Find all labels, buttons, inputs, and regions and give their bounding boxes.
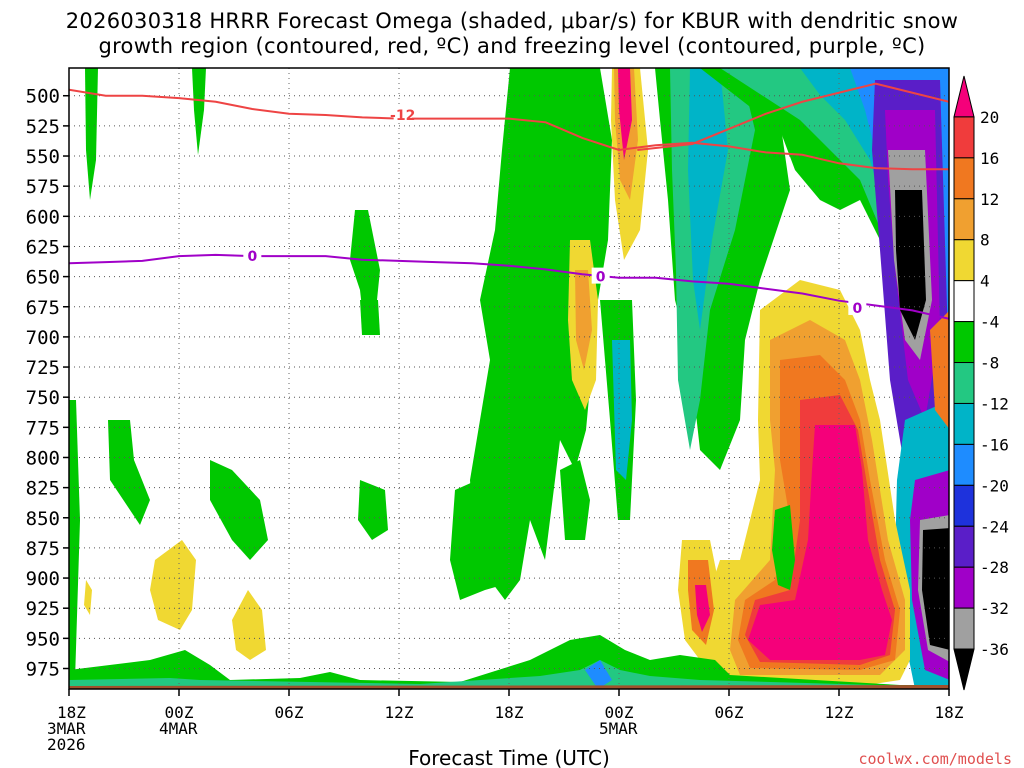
omega-shading (69, 68, 949, 689)
y-tick-label: 800 (26, 447, 60, 469)
y-tick-label: 700 (26, 327, 60, 349)
y-tick-label: 850 (26, 508, 60, 530)
colorbar-segment (953, 443, 975, 486)
colorbar-segment (953, 484, 975, 527)
colorbar-segment (953, 116, 975, 159)
freezing-contour-label-3: 0 (852, 301, 862, 317)
y-tick-label: 900 (26, 568, 60, 590)
x-tick-label: 2026 (47, 735, 86, 754)
dendritic-contour-label-bg (393, 106, 412, 123)
dendritic-contour-label: -12 (390, 108, 415, 124)
colorbar-segment (953, 607, 975, 650)
y-tick-label: 650 (26, 267, 60, 289)
chart-title-line1: 2026030318 HRRR Forecast Omega (shaded, … (65, 9, 959, 33)
x-tick-label: 18Z (935, 703, 964, 722)
y-tick-label: 550 (26, 146, 60, 168)
colorbar-label: 16 (980, 149, 999, 168)
colorbar-segment (953, 525, 975, 568)
colorbar-segment (953, 362, 975, 404)
y-tick-label: 775 (26, 417, 60, 439)
freezing-contour-label-1: 0 (247, 249, 257, 265)
x-tick-label: 5MAR (599, 719, 638, 738)
colorbar-segment (953, 239, 975, 282)
y-tick-label: 500 (26, 86, 60, 108)
colorbar-label: -20 (980, 476, 1009, 495)
y-tick-label: 600 (26, 206, 60, 228)
freezing-contour-label-2: 0 (596, 270, 606, 286)
x-tick-label: 18Z (495, 703, 524, 722)
chart-title-line2: growth region (contoured, red, ºC) and f… (98, 34, 926, 58)
freezing-contour-label-2-bg (591, 267, 610, 284)
freezing-level-contour-line (69, 253, 949, 320)
y-tick-label: 725 (26, 357, 60, 379)
colorbar-segment (953, 157, 975, 200)
colorbar-legend: 20 16 12 8 4 -4 -8 -12 -16 -20 -24 -28 -32 -36 (953, 75, 1009, 691)
gridlines (69, 68, 949, 689)
y-tick-label: 675 (26, 297, 60, 319)
x-tick-label: 00Z (165, 703, 194, 722)
x-tick-label: 06Z (275, 703, 304, 722)
y-axis: 500 525 550 575 600 625 650 675 700 725 750 775 800 8… (26, 86, 69, 681)
colorbar-label: -4 (980, 313, 999, 332)
x-tick-label: 06Z (715, 703, 744, 722)
credit-text: coolwx.com/models (858, 750, 1012, 768)
y-tick-label: 925 (26, 598, 60, 620)
freezing-contour-label-3-bg (848, 298, 867, 315)
colorbar-label: 20 (980, 108, 999, 127)
colorbar-segment (953, 75, 975, 118)
colorbar-segment (953, 280, 975, 323)
colorbar-segment (953, 566, 975, 609)
colorbar-label: -36 (980, 640, 1009, 659)
colorbar-segment (953, 198, 975, 241)
y-tick-label: 575 (26, 176, 60, 198)
colorbar-label: 4 (980, 272, 990, 291)
x-axis-title: Forecast Time (UTC) (408, 746, 610, 768)
colorbar-segment (953, 402, 975, 445)
x-tick-label: 18Z (57, 703, 86, 722)
colorbar-label: -28 (980, 558, 1009, 577)
y-tick-label: 625 (26, 236, 60, 258)
x-tick-label: 3MAR (47, 719, 86, 738)
y-tick-label: 750 (26, 387, 60, 409)
colorbar-label: 8 (980, 231, 990, 250)
colorbar-segment (953, 321, 975, 364)
y-tick-label: 525 (26, 116, 60, 138)
colorbar-label: -8 (980, 354, 999, 373)
x-tick-label: 12Z (385, 703, 414, 722)
dendritic-contour-line (69, 88, 949, 171)
x-tick-label: 12Z (825, 703, 854, 722)
y-tick-label: 875 (26, 538, 60, 560)
colorbar-label: -24 (980, 517, 1009, 536)
colorbar-label: 12 (980, 190, 999, 209)
colorbar-label: -12 (980, 394, 1009, 413)
x-tick-label: 4MAR (159, 719, 198, 738)
y-tick-label: 825 (26, 478, 60, 500)
y-tick-label: 950 (26, 628, 60, 650)
dendritic-contour-line-upper (637, 82, 949, 151)
colorbar-label: -32 (980, 599, 1009, 618)
x-tick-label: 00Z (605, 703, 634, 722)
colorbar-label: -16 (980, 435, 1009, 454)
y-tick-label: 975 (26, 659, 60, 681)
freezing-contour-label-1-bg (243, 247, 262, 264)
colorbar-segment (953, 648, 975, 691)
